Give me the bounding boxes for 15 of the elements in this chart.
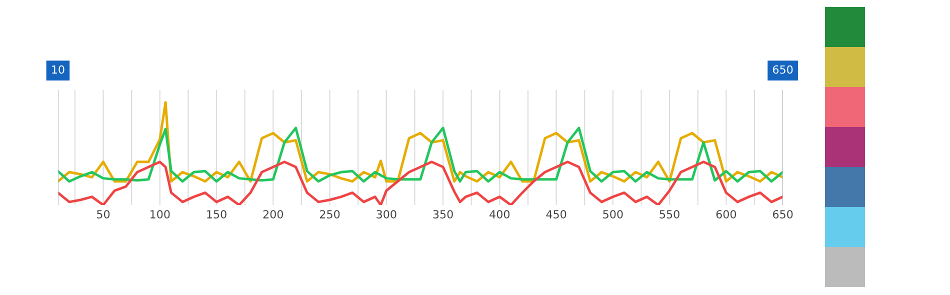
x-tick-label: 550 bbox=[660, 210, 680, 218]
x-tick-label: 150 bbox=[207, 210, 226, 218]
x-tick-label: 250 bbox=[320, 210, 340, 218]
x-tick-label: 600 bbox=[716, 210, 736, 218]
ref-line-label: 650 bbox=[772, 65, 793, 74]
x-tick-label: 500 bbox=[603, 210, 623, 218]
x-tick-label: 400 bbox=[490, 210, 510, 218]
x-tick-label: 450 bbox=[546, 210, 566, 218]
x-tick-label: 200 bbox=[263, 210, 284, 218]
x-tick-label: 350 bbox=[433, 210, 453, 218]
x-tick-label: 650 bbox=[772, 210, 793, 218]
x-tick-label: 300 bbox=[376, 210, 396, 218]
ref-line-label: 10 bbox=[52, 65, 64, 74]
x-tick-label: 50 bbox=[97, 210, 110, 218]
x-tick-label: 100 bbox=[150, 210, 170, 218]
